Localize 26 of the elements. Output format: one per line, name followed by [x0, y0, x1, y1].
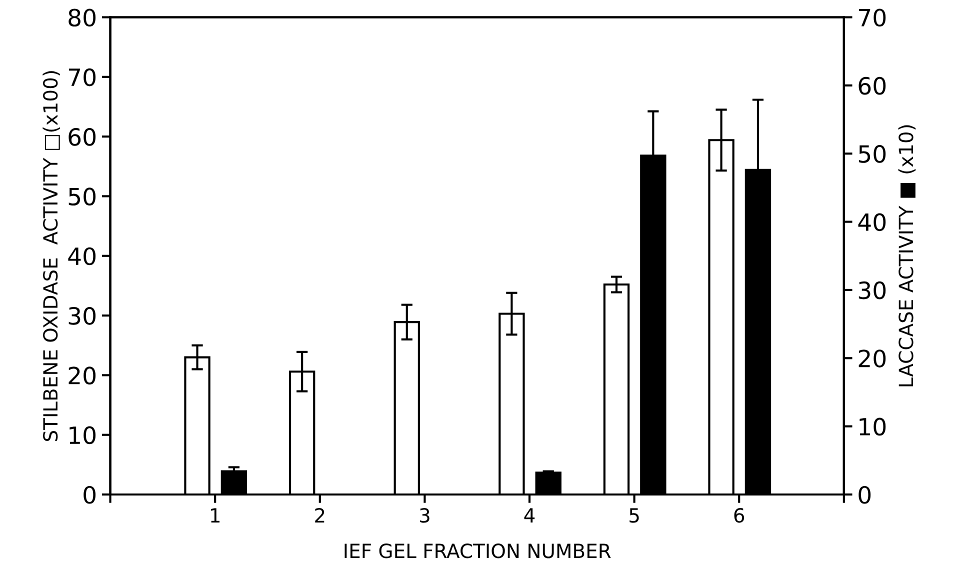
y2-tick-label: 0: [858, 486, 871, 504]
x-tick-label: 6: [734, 508, 744, 523]
y2-tick-label: 20: [858, 350, 886, 368]
y2-tick-label: 10: [860, 418, 886, 436]
y-tick-label: 50: [68, 188, 96, 206]
y-tick-label: 70: [68, 68, 96, 86]
y-tick-label: 0: [84, 486, 96, 504]
x-tick-label: 4: [524, 508, 535, 522]
y-tick-label: 40: [68, 247, 96, 266]
y2-tick-label: 70: [859, 8, 886, 27]
y-tick-label: 10: [70, 426, 96, 444]
x-tick-label: 5: [630, 508, 639, 523]
y-axis-title: STILBENE OXIDASE ACTIVITY □(x100): [42, 71, 60, 441]
y2-axis-title: LACCASE ACTIVITY ■ (x10): [898, 125, 916, 386]
y-tick-label: 80: [68, 8, 96, 27]
y2-tick-label: 30: [858, 281, 886, 300]
y-tick-label: 60: [68, 128, 96, 146]
y2-tick-label: 60: [858, 76, 886, 95]
x-axis-title: IEF GEL FRACTION NUMBER: [344, 544, 611, 558]
y-tick-label: 20: [68, 366, 96, 384]
x-tick-label: 1: [211, 508, 220, 522]
x-tick-label: 2: [315, 508, 324, 522]
y-tick-label: 30: [68, 306, 96, 325]
y2-tick-label: 40: [858, 213, 886, 232]
x-tick-label: 3: [420, 508, 430, 523]
y2-tick-label: 50: [858, 145, 886, 163]
